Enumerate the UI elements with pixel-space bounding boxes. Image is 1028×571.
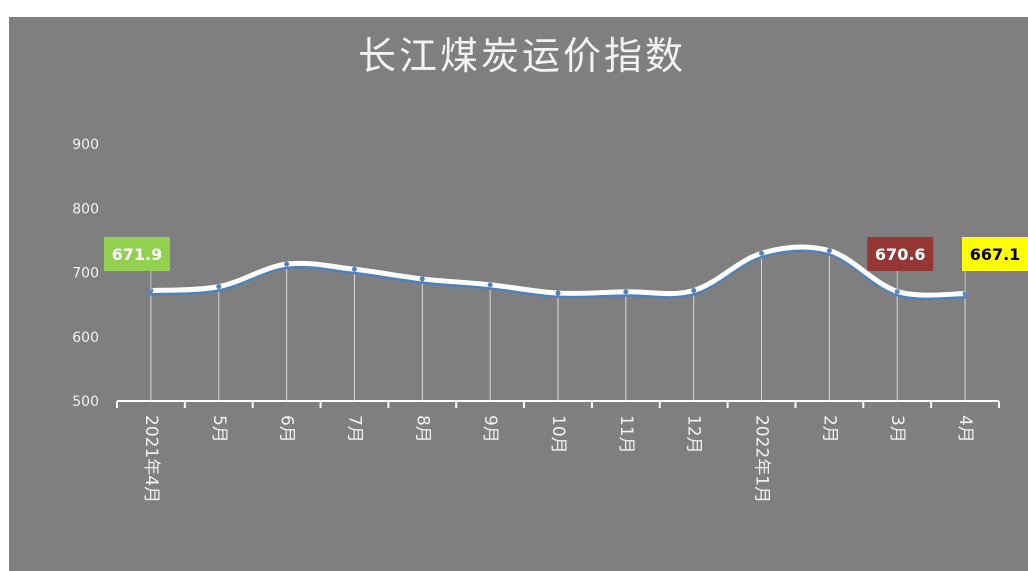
- x-tick-label: 10月: [548, 415, 568, 454]
- y-tick-label: 500: [72, 394, 99, 410]
- chart-title: 长江煤炭运价指数: [358, 34, 686, 78]
- x-tick-label: 2022年1月: [752, 415, 772, 503]
- x-axis: 2021年4月 5月 6月 7月 8月 9月 10月 11月 12月 2022年1月 2月 3月 4月: [116, 400, 1000, 503]
- y-tick-label: 900: [72, 137, 99, 153]
- y-tick-label: 800: [72, 201, 99, 217]
- chart-area: 长江煤炭运价指数 500 600 700 800 900 2021年4月 5月 6月 7月 8月…: [9, 17, 1028, 571]
- data-label: 667.1: [962, 237, 1028, 294]
- drop-lines: [150, 250, 966, 401]
- data-point: [826, 248, 832, 254]
- x-tick-label: 3月: [887, 415, 907, 443]
- data-label-text: 670.6: [875, 245, 926, 264]
- data-label-box: [962, 237, 1028, 271]
- x-tick-label: 11月: [616, 415, 636, 454]
- x-tick-label: 9月: [480, 415, 500, 443]
- data-point: [216, 284, 222, 290]
- data-point: [691, 287, 697, 293]
- data-label: 670.6: [867, 237, 934, 292]
- data-label-box: [103, 237, 170, 271]
- line-chart: 长江煤炭运价指数 500 600 700 800 900 2021年4月 5月 6月 7月 8月…: [72, 34, 1028, 503]
- data-label-text: 667.1: [970, 245, 1021, 264]
- data-point: [419, 276, 425, 282]
- x-tick-label: 6月: [277, 415, 297, 443]
- data-point: [284, 261, 290, 267]
- x-tick-label: 8月: [412, 415, 432, 443]
- x-tick-label: 12月: [684, 415, 704, 454]
- x-tick-label: 5月: [209, 415, 229, 443]
- series-layer: [147, 244, 969, 301]
- data-point: [351, 266, 357, 272]
- data-labels: 671.9 670.6 667.1: [103, 237, 1028, 294]
- x-tick-label: 4月: [955, 415, 975, 443]
- x-tick-label: 7月: [344, 415, 364, 443]
- data-label-box: [867, 237, 934, 271]
- data-label: 671.9: [103, 237, 170, 291]
- data-label-text: 671.9: [112, 245, 163, 264]
- data-point: [759, 250, 765, 256]
- data-point: [623, 289, 629, 295]
- data-point: [555, 290, 561, 296]
- y-tick-label: 700: [72, 266, 99, 282]
- x-tick-label: 2月: [819, 415, 839, 443]
- y-tick-label: 600: [72, 330, 99, 346]
- y-axis-ticks: 500 600 700 800 900: [72, 137, 99, 410]
- x-tick-label: 2021年4月: [141, 415, 161, 503]
- data-point: [487, 282, 493, 288]
